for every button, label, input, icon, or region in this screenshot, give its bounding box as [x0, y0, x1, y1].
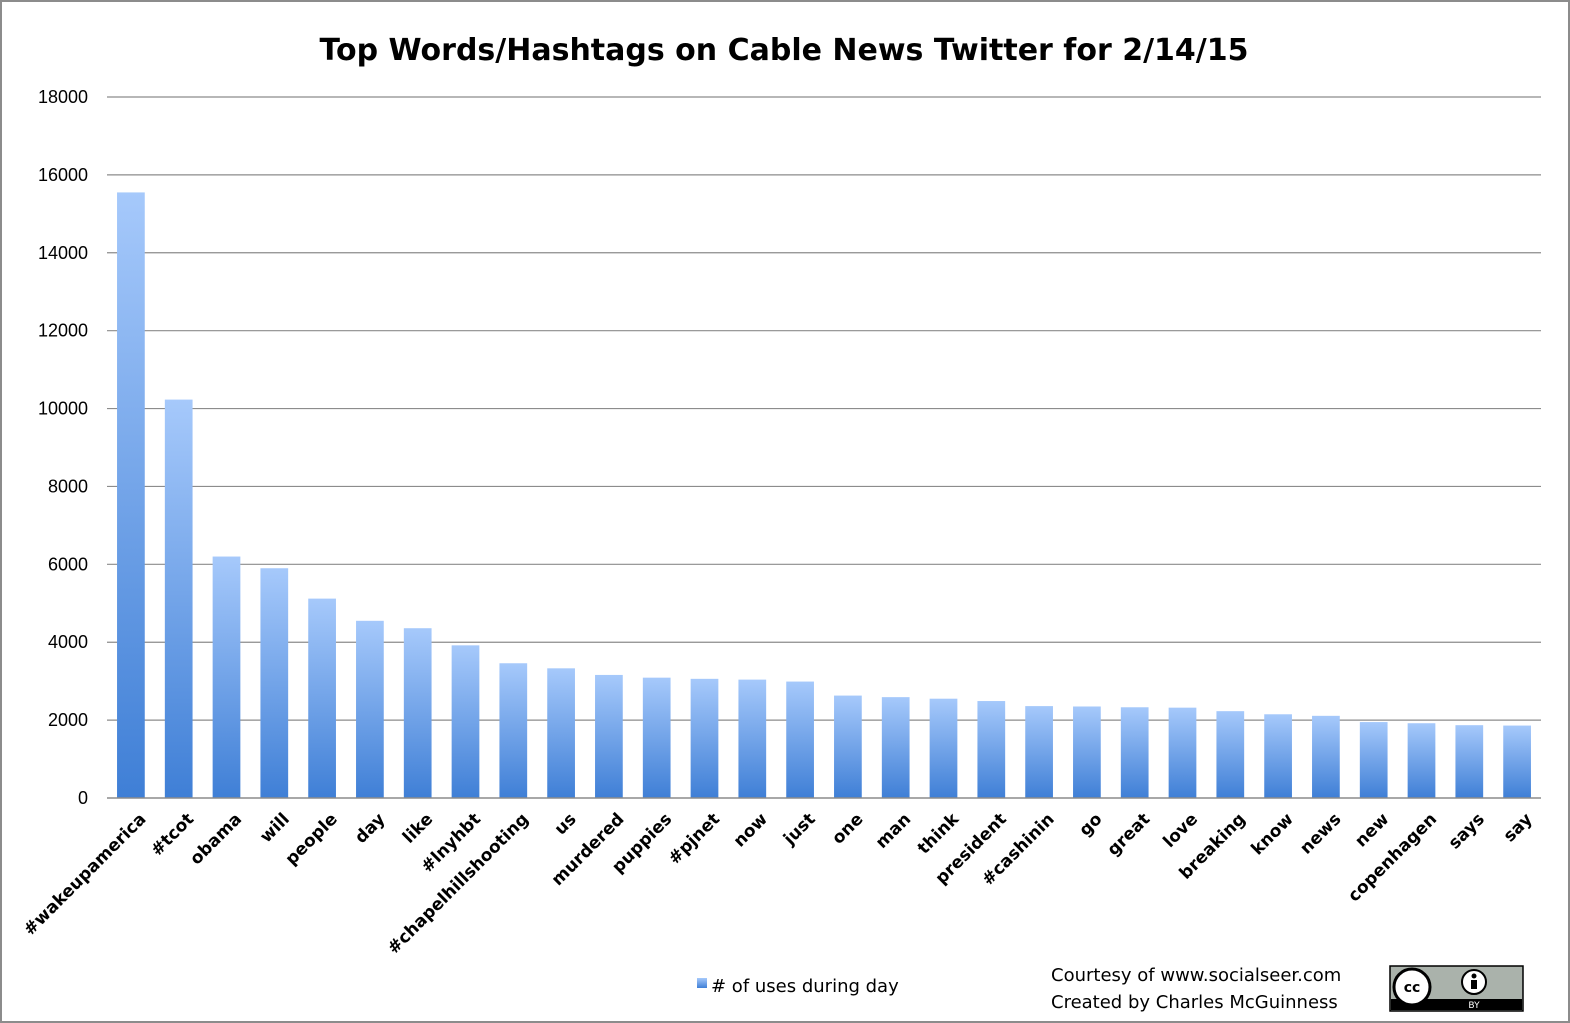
- bar-murdered: [595, 674, 623, 798]
- bar-president: [977, 701, 1006, 798]
- x-tick-label: go: [1075, 809, 1106, 840]
- x-tick-label: just: [779, 809, 819, 849]
- cc-badge-text: cc: [1404, 980, 1421, 996]
- bar-obama: [212, 556, 241, 798]
- bar-says: [1455, 725, 1484, 798]
- bar-go: [1073, 706, 1101, 798]
- y-tick-label: 6000: [48, 554, 88, 574]
- bar-breaking: [1216, 711, 1245, 798]
- bar-pjnet: [690, 678, 719, 798]
- y-tick-label: 10000: [38, 399, 88, 419]
- bars: [117, 192, 1531, 799]
- bar-man: [881, 697, 910, 798]
- x-tick-label: will: [256, 809, 294, 847]
- x-tick-label: know: [1248, 809, 1298, 859]
- y-tick-label: 12000: [38, 321, 88, 341]
- bar-know: [1264, 714, 1292, 798]
- x-tick-label: new: [1351, 809, 1393, 851]
- y-tick-label: 8000: [48, 476, 88, 496]
- bar-new: [1359, 722, 1388, 798]
- x-tick-label: #pjnet: [665, 809, 724, 868]
- bar-now: [738, 679, 767, 798]
- bar-copenhagen: [1407, 723, 1436, 798]
- credit-line-1: Courtesy of www.socialseer.com: [1051, 965, 1341, 986]
- bar-wakeupamerica: [117, 192, 145, 799]
- bar-us: [547, 668, 575, 798]
- bar-day: [356, 620, 384, 798]
- bar-think: [929, 698, 958, 798]
- bar-one: [834, 695, 862, 798]
- credit-line-2: Created by Charles McGuinness: [1051, 992, 1338, 1013]
- x-tick-label: news: [1296, 809, 1345, 858]
- x-tick-label: now: [730, 809, 772, 851]
- bar-great: [1120, 707, 1149, 798]
- cc-by-license-icon: cc BY: [1389, 965, 1524, 1012]
- legend: # of uses during day: [697, 976, 899, 997]
- x-tick-label: #wakeupamerica: [20, 809, 150, 939]
- x-tick-label: says: [1445, 809, 1489, 853]
- x-tick-label: people: [282, 809, 342, 869]
- x-tick-label: love: [1160, 809, 1203, 852]
- bar-love: [1168, 707, 1197, 798]
- bar-will: [260, 568, 289, 798]
- y-tick-label: 18000: [38, 87, 88, 107]
- y-tick-label: 4000: [48, 632, 88, 652]
- y-tick-label: 0: [78, 788, 88, 808]
- by-badge-text: BY: [1468, 1001, 1480, 1011]
- y-tick-label: 14000: [38, 243, 88, 263]
- y-tick-label: 2000: [48, 710, 88, 730]
- bar-tcot: [164, 399, 193, 798]
- x-tick-label: one: [828, 809, 867, 848]
- chart-title: Top Words/Hashtags on Cable News Twitter…: [320, 33, 1249, 68]
- legend-swatch: [697, 978, 707, 988]
- x-tick-label: us: [551, 809, 581, 839]
- bar-news: [1312, 715, 1340, 798]
- x-tick-label: day: [351, 809, 389, 847]
- y-tick-label: 16000: [38, 165, 88, 185]
- grid-lines: [107, 96, 1541, 721]
- bar-people: [308, 598, 336, 798]
- bar-like: [403, 628, 432, 798]
- x-tick-label: obama: [186, 809, 246, 869]
- bar-just: [786, 681, 814, 798]
- bar-cashinin: [1025, 706, 1053, 798]
- bar-say: [1503, 725, 1531, 798]
- bar-puppies: [642, 677, 671, 798]
- y-axis-tick-labels: 0 2000 4000 6000 8000 10000 12000 14000 16000 180…: [38, 87, 88, 808]
- bar-chapelhillshooting: [499, 663, 528, 798]
- x-tick-label: say: [1500, 809, 1537, 846]
- x-tick-label: man: [872, 809, 915, 852]
- bar-lnyhbt: [451, 645, 480, 798]
- legend-label: # of uses during day: [711, 976, 899, 997]
- x-tick-label: like: [399, 809, 437, 847]
- x-tick-label: great: [1104, 809, 1155, 860]
